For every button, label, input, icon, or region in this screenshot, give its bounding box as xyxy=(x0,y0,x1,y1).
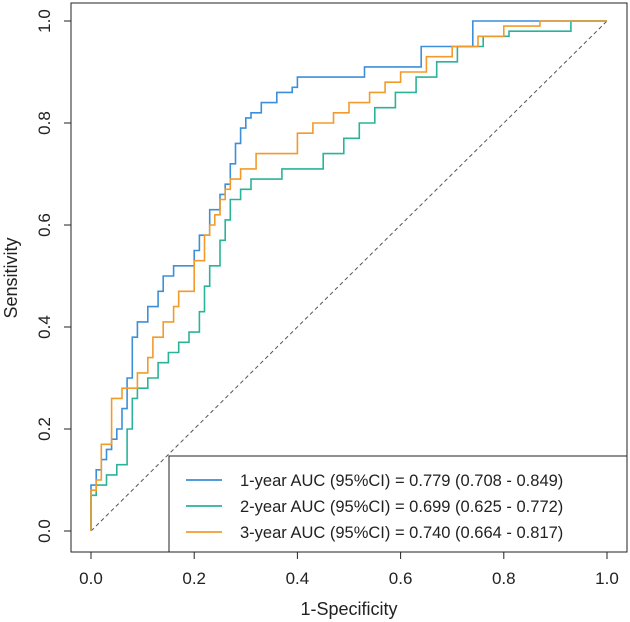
plot-area xyxy=(90,20,608,532)
x-tick-label: 1.0 xyxy=(595,569,619,588)
x-tick-label: 0.0 xyxy=(79,569,103,588)
legend-label-2-year: 2-year AUC (95%CI) = 0.699 (0.625 - 0.77… xyxy=(240,498,563,516)
y-tick-label: 0.2 xyxy=(35,417,54,441)
x-tick-label: 0.8 xyxy=(492,569,516,588)
y-tick-label: 0.8 xyxy=(35,111,54,135)
y-tick-label: 0.6 xyxy=(35,213,54,237)
y-tick-label: 0.0 xyxy=(35,519,54,543)
legend-box xyxy=(168,455,628,553)
roc-curve-3-year xyxy=(90,20,607,531)
x-tick-label: 0.4 xyxy=(286,569,310,588)
y-tick-label: 1.0 xyxy=(35,9,54,33)
x-tick-label: 0.2 xyxy=(182,569,206,588)
x-axis-title: 1-Specificity xyxy=(300,599,397,619)
legend: 1-year AUC (95%CI) = 0.779 (0.708 - 0.84… xyxy=(168,455,628,553)
y-axis-title: Sensitivity xyxy=(1,237,21,318)
legend-label-1-year: 1-year AUC (95%CI) = 0.779 (0.708 - 0.84… xyxy=(240,472,563,490)
roc-curve-2-year xyxy=(90,20,607,531)
x-tick-label: 0.6 xyxy=(389,569,413,588)
reference-diagonal xyxy=(90,20,608,532)
y-tick-label: 0.4 xyxy=(35,315,54,339)
legend-label-3-year: 3-year AUC (95%CI) = 0.740 (0.664 - 0.81… xyxy=(240,524,563,542)
